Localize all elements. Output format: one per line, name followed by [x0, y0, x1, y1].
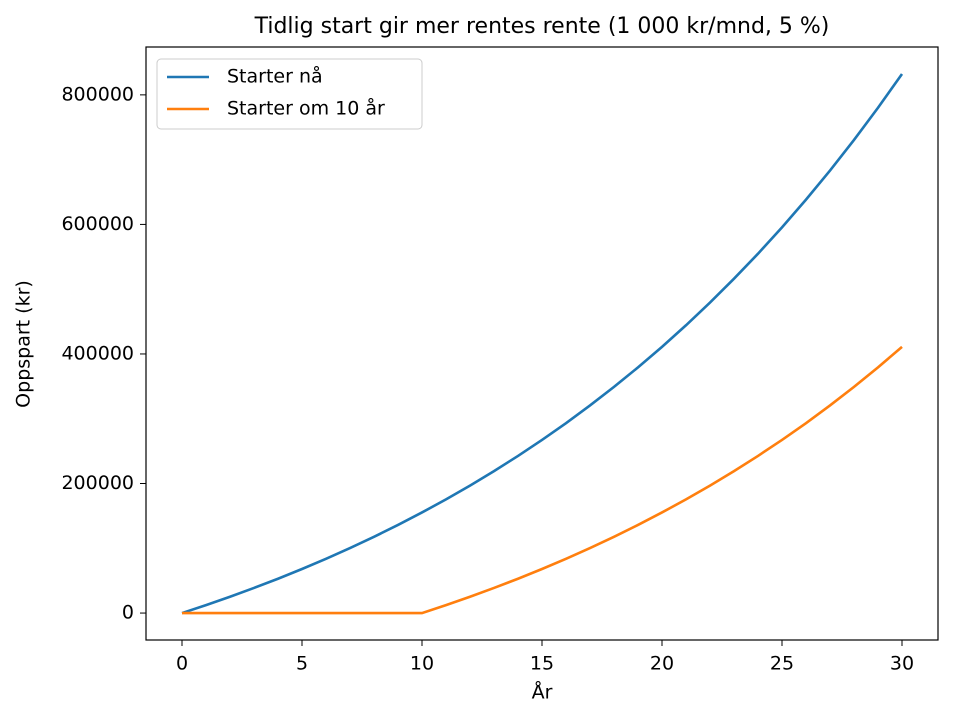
x-tick-label: 25	[770, 653, 794, 675]
x-tick-label: 30	[890, 653, 914, 675]
x-tick-label: 5	[296, 653, 308, 675]
line-series	[181, 73, 904, 615]
x-tick-label: 10	[410, 653, 434, 675]
y-tick-label: 200000	[61, 472, 134, 494]
y-tick-label: 400000	[61, 342, 134, 364]
chart-title: Tidlig start gir mer rentes rente (1 000…	[254, 14, 830, 39]
x-tick-label: 15	[530, 653, 554, 675]
x-tick-label: 20	[650, 653, 674, 675]
plot-frame	[145, 46, 939, 641]
legend-box	[156, 58, 423, 130]
y-tick-label: 800000	[61, 83, 134, 105]
x-axis-label: År	[532, 681, 553, 704]
y-axis-label: Oppspart (kr)	[13, 280, 35, 408]
y-tick-label: 0	[122, 602, 134, 624]
line-series	[182, 345, 903, 615]
y-tick-label: 600000	[61, 213, 134, 235]
legend-label: Starter om 10 år	[227, 97, 385, 120]
legend-label: Starter nå	[227, 65, 323, 88]
x-tick-label: 0	[176, 653, 188, 675]
